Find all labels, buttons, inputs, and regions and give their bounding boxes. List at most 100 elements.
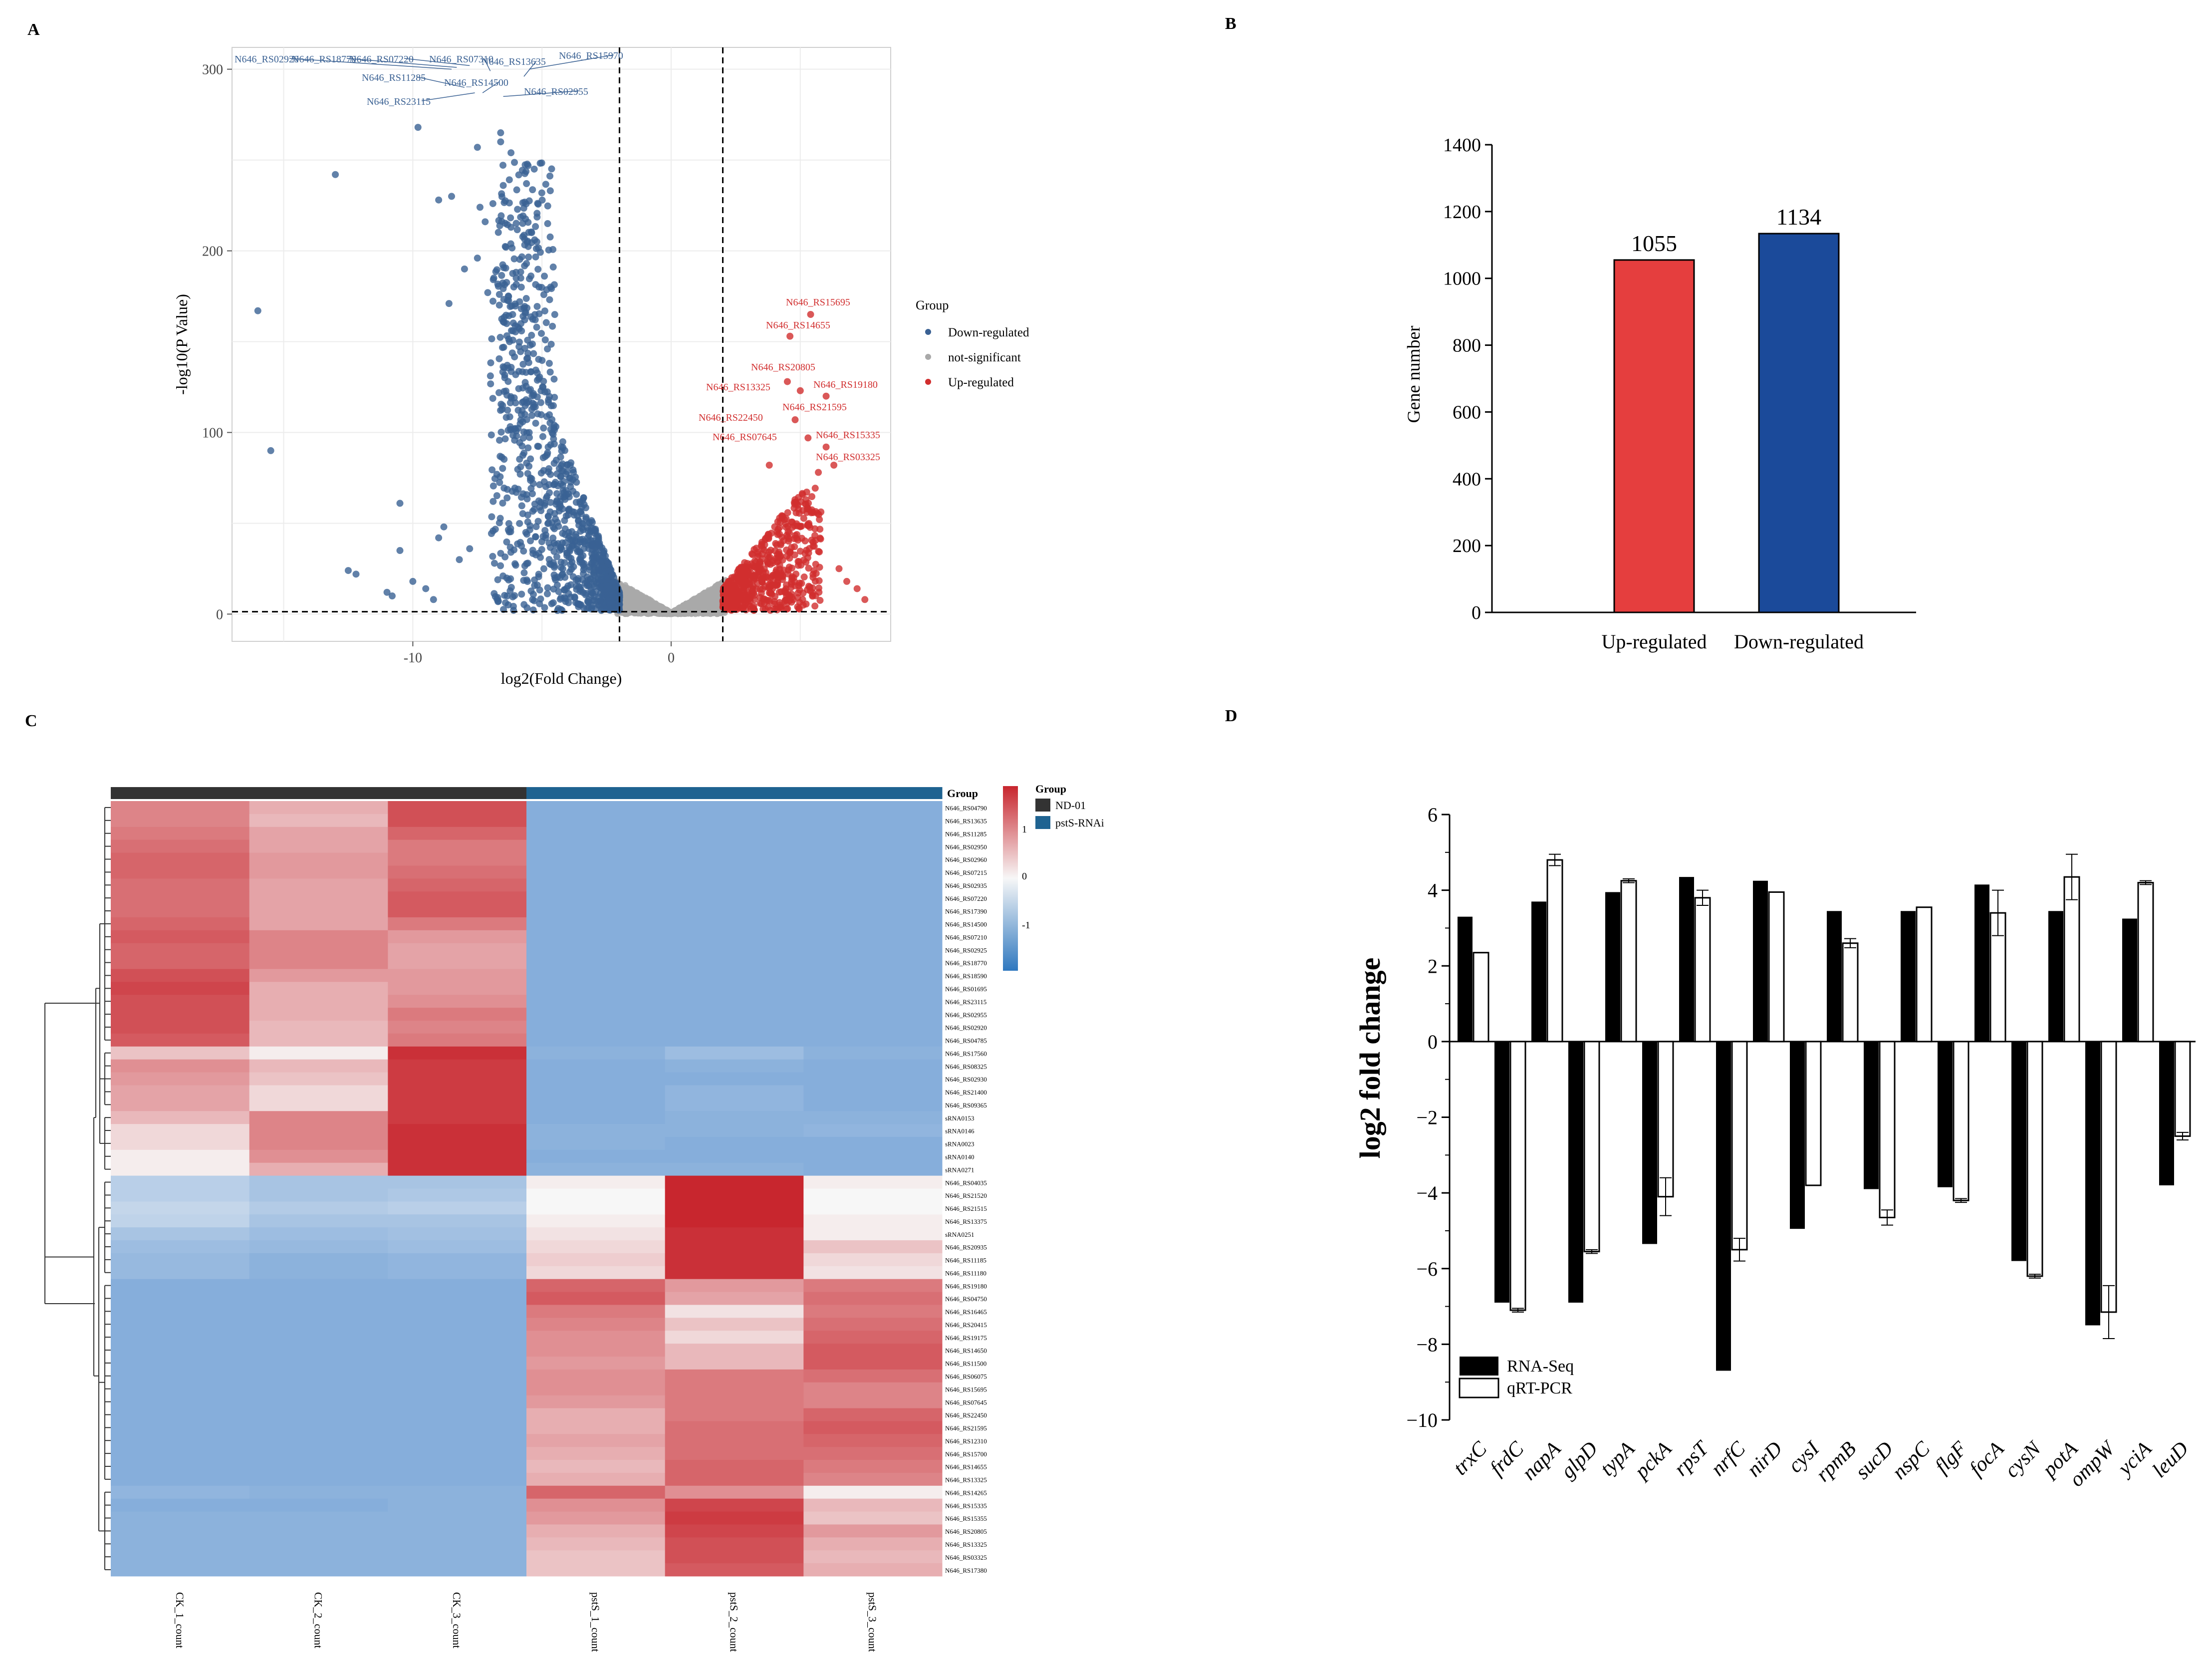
volcano-point-up — [756, 558, 764, 565]
volcano-point-down — [507, 528, 514, 536]
heatmap-cell — [388, 1524, 527, 1538]
heatmap-cell — [388, 1408, 527, 1421]
volcano-point-up — [822, 443, 830, 451]
gene-label-leader — [484, 58, 491, 71]
heatmap-cell — [803, 1382, 943, 1396]
heatmap-cell — [249, 1253, 388, 1267]
heatmap-cell — [388, 1485, 527, 1499]
heatmap-cell — [388, 1550, 527, 1564]
heatmap-row-label: N646_RS11180 — [945, 1269, 986, 1277]
heatmap-cell — [526, 1136, 666, 1150]
volcano-point-down — [488, 513, 495, 521]
volcano-point-down — [445, 300, 453, 307]
volcano-point-down — [532, 533, 539, 541]
heatmap-cell — [111, 1124, 250, 1137]
volcano-point-down — [535, 310, 543, 317]
heatmap-cell — [803, 814, 943, 828]
volcano-point-ns — [660, 606, 666, 612]
volcano-point-down — [512, 489, 520, 496]
heatmap-cell — [803, 1485, 943, 1499]
volcano-point-up — [808, 506, 815, 514]
heatmap-cell — [249, 1331, 388, 1344]
bar-qrtpcr — [2100, 1041, 2117, 1313]
heatmap-cell — [803, 1162, 943, 1176]
bar-rnaseq — [1974, 884, 1989, 1042]
volcano-point-down — [500, 484, 508, 492]
heatmap-row-label: N646_RS20805 — [945, 1528, 987, 1535]
heatmap-cell — [111, 1059, 250, 1073]
legend-qrt-label: qRT-PCR — [1507, 1379, 1572, 1397]
volcano-point-ns — [710, 593, 717, 600]
heatmap-cell — [111, 852, 250, 866]
heatmap-cell — [803, 1344, 943, 1357]
volcano-point-down — [488, 431, 495, 439]
panel-label-c: C — [25, 712, 37, 730]
volcano-point-down — [578, 524, 586, 532]
volcano-point-ns — [625, 610, 632, 616]
volcano-point-down — [482, 218, 489, 226]
heatmap-cell — [665, 1085, 804, 1099]
volcano-point-down — [559, 565, 566, 572]
heatmap-cell — [388, 969, 527, 982]
heatmap-cell — [249, 1240, 388, 1254]
bar-rnaseq — [1605, 892, 1620, 1042]
heatmap-cell — [665, 1021, 804, 1034]
volcano-point-ns — [628, 586, 634, 592]
heatmap-cell — [388, 801, 527, 815]
volcano-point-down — [532, 223, 539, 230]
volcano-point-up — [733, 586, 740, 594]
volcano-point-down — [553, 553, 560, 560]
volcano-point-down — [503, 391, 510, 399]
heatmap-cell — [526, 1331, 666, 1344]
heatmap-row-label: N646_RS20415 — [945, 1321, 987, 1329]
heatmap-cell — [388, 1266, 527, 1280]
volcano-point-down — [540, 377, 547, 385]
gene-label-leader — [404, 58, 470, 66]
volcano-point-down — [542, 181, 549, 188]
heatmap-cell — [111, 1072, 250, 1086]
volcano-point-up — [811, 485, 819, 492]
heatmap-row-label: N646_RS04790 — [945, 805, 987, 812]
volcano-point-down — [527, 272, 535, 279]
scale-tick-label: 1 — [1022, 824, 1027, 835]
volcano-point-down — [504, 427, 512, 434]
volcano-point-down — [499, 402, 506, 409]
volcano-point-down — [497, 129, 504, 137]
heatmap-cell — [665, 1098, 804, 1111]
volcano-point-down — [499, 182, 507, 189]
y-tick-label: 6 — [1428, 804, 1438, 826]
heatmap-row-label: N646_RS14655 — [945, 1463, 987, 1471]
heatmap-cell — [665, 839, 804, 853]
volcano-point-down — [422, 585, 430, 592]
heatmap-color-scale — [1003, 786, 1018, 971]
heatmap-cell — [665, 1537, 804, 1551]
volcano-point-down — [490, 482, 497, 490]
heatmap-row-label: sRNA0251 — [945, 1231, 975, 1238]
volcano-point-up — [776, 565, 783, 573]
heatmap-cell — [526, 1175, 666, 1189]
heatmap-cell — [388, 1344, 527, 1357]
heatmap-cell — [388, 1085, 527, 1099]
heatmap-cell — [111, 1214, 250, 1228]
volcano-point-down — [528, 229, 535, 237]
volcano-point-down — [489, 553, 496, 560]
heatmap-cell — [665, 1046, 804, 1060]
volcano-point-down — [534, 518, 542, 525]
heatmap-cell — [526, 1059, 666, 1073]
volcano-point-down — [538, 357, 546, 364]
heatmap-cell — [665, 1460, 804, 1473]
heatmap-cell — [526, 814, 666, 828]
heatmap-cell — [111, 1201, 250, 1215]
heatmap-cell — [803, 878, 943, 892]
bar-rnaseq — [1494, 1041, 1509, 1303]
heatmap-row-label: N646_RS22450 — [945, 1411, 987, 1419]
volcano-point-up — [799, 491, 806, 498]
volcano-point-down — [496, 479, 503, 486]
heatmap-cell — [803, 1550, 943, 1564]
volcano-point-down — [539, 433, 546, 440]
heatmap-cell — [665, 1008, 804, 1021]
heatmap-cell — [665, 1305, 804, 1318]
heatmap-cell — [111, 1421, 250, 1434]
volcano-point-down — [541, 336, 549, 344]
volcano-point-down — [352, 570, 360, 578]
